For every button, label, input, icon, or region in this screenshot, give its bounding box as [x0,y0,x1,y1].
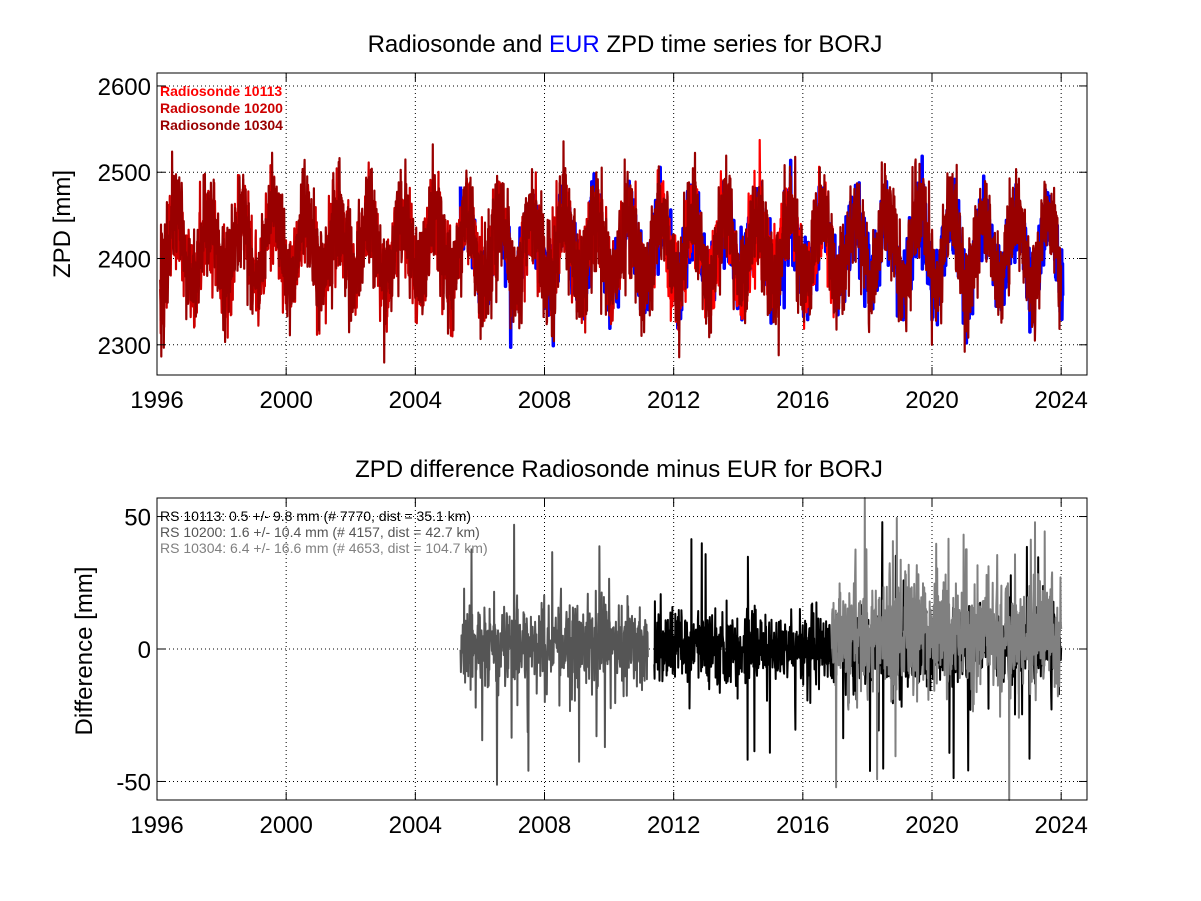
zpd-legend-entry: Radiosonde 10200 [160,100,283,116]
zpd-ticks: 1996 2000 2004 2008 2012 2016 2020 2024 2300 2400… [98,73,1088,414]
difference-series-line-1 [459,523,649,786]
difference-x-tick-label: 2012 [647,812,700,839]
difference-x-tick-label: 2008 [518,812,571,839]
difference-y-tick-label: 50 [124,505,151,532]
difference-y-tick-label: -50 [116,769,151,796]
difference-legend-entry: RS 10200: 1.6 +/- 10.4 mm (# 4157, dist … [160,524,480,540]
zpd-legend-entry: Radiosonde 10304 [160,117,283,133]
title-part-station: ZPD time series for BORJ [600,31,883,58]
title-part-eur: EUR [549,31,600,58]
difference-y-axis-label: Difference [mm] [71,567,98,736]
zpd-legend-entry: Radiosonde 10113 [160,83,282,99]
difference-legend-entry: RS 10304: 6.4 +/- 16.6 mm (# 4653, dist … [160,540,488,556]
difference-legend-entry: RS 10113: 0.5 +/- 9.8 mm (# 7770, dist =… [160,508,471,524]
zpd-y-tick-label: 2300 [98,333,151,360]
zpd-x-tick-label: 2016 [776,387,829,414]
zpd-y-tick-label: 2500 [98,160,151,187]
zpd-x-tick-label: 2024 [1034,387,1087,414]
difference-y-tick-label: 0 [138,637,151,664]
zpd-chart-title: Radiosonde and EUR ZPD time series for B… [368,31,883,58]
difference-legend: RS 10113: 0.5 +/- 9.8 mm (# 7770, dist =… [160,508,488,556]
difference-x-tick-label: 1996 [130,812,183,839]
difference-ticks: 1996 2000 2004 2008 2012 2016 2020 2024 -50 0 50 [116,498,1088,839]
zpd-y-tick-label: 2600 [98,74,151,101]
zpd-x-tick-label: 2012 [647,387,700,414]
difference-panel: ZPD difference Radiosonde minus EUR for … [71,456,1088,839]
difference-series-group [459,497,1063,801]
difference-x-tick-label: 2020 [905,812,958,839]
zpd-y-axis-label: ZPD [mm] [49,170,76,278]
zpd-axes-box [156,72,1088,376]
difference-x-tick-label: 2016 [776,812,829,839]
difference-chart-title: ZPD difference Radiosonde minus EUR for … [355,456,883,483]
zpd-y-tick-label: 2400 [98,247,151,274]
difference-x-tick-label: 2000 [259,812,312,839]
zpd-x-tick-label: 1996 [130,387,183,414]
zpd-series-group [159,138,1065,364]
zpd-series-line-3 [159,140,1063,364]
difference-x-tick-label: 2004 [389,812,442,839]
zpd-x-tick-label: 2000 [259,387,312,414]
zpd-x-tick-label: 2004 [389,387,442,414]
difference-series-line-2 [830,497,1063,801]
title-part-radiosonde: Radiosonde and [368,31,549,58]
difference-x-tick-label: 2024 [1034,812,1087,839]
zpd-x-tick-label: 2020 [905,387,958,414]
zpd-time-series-panel: Radiosonde and EUR ZPD time series for B… [49,31,1088,414]
zpd-x-tick-label: 2008 [518,387,571,414]
